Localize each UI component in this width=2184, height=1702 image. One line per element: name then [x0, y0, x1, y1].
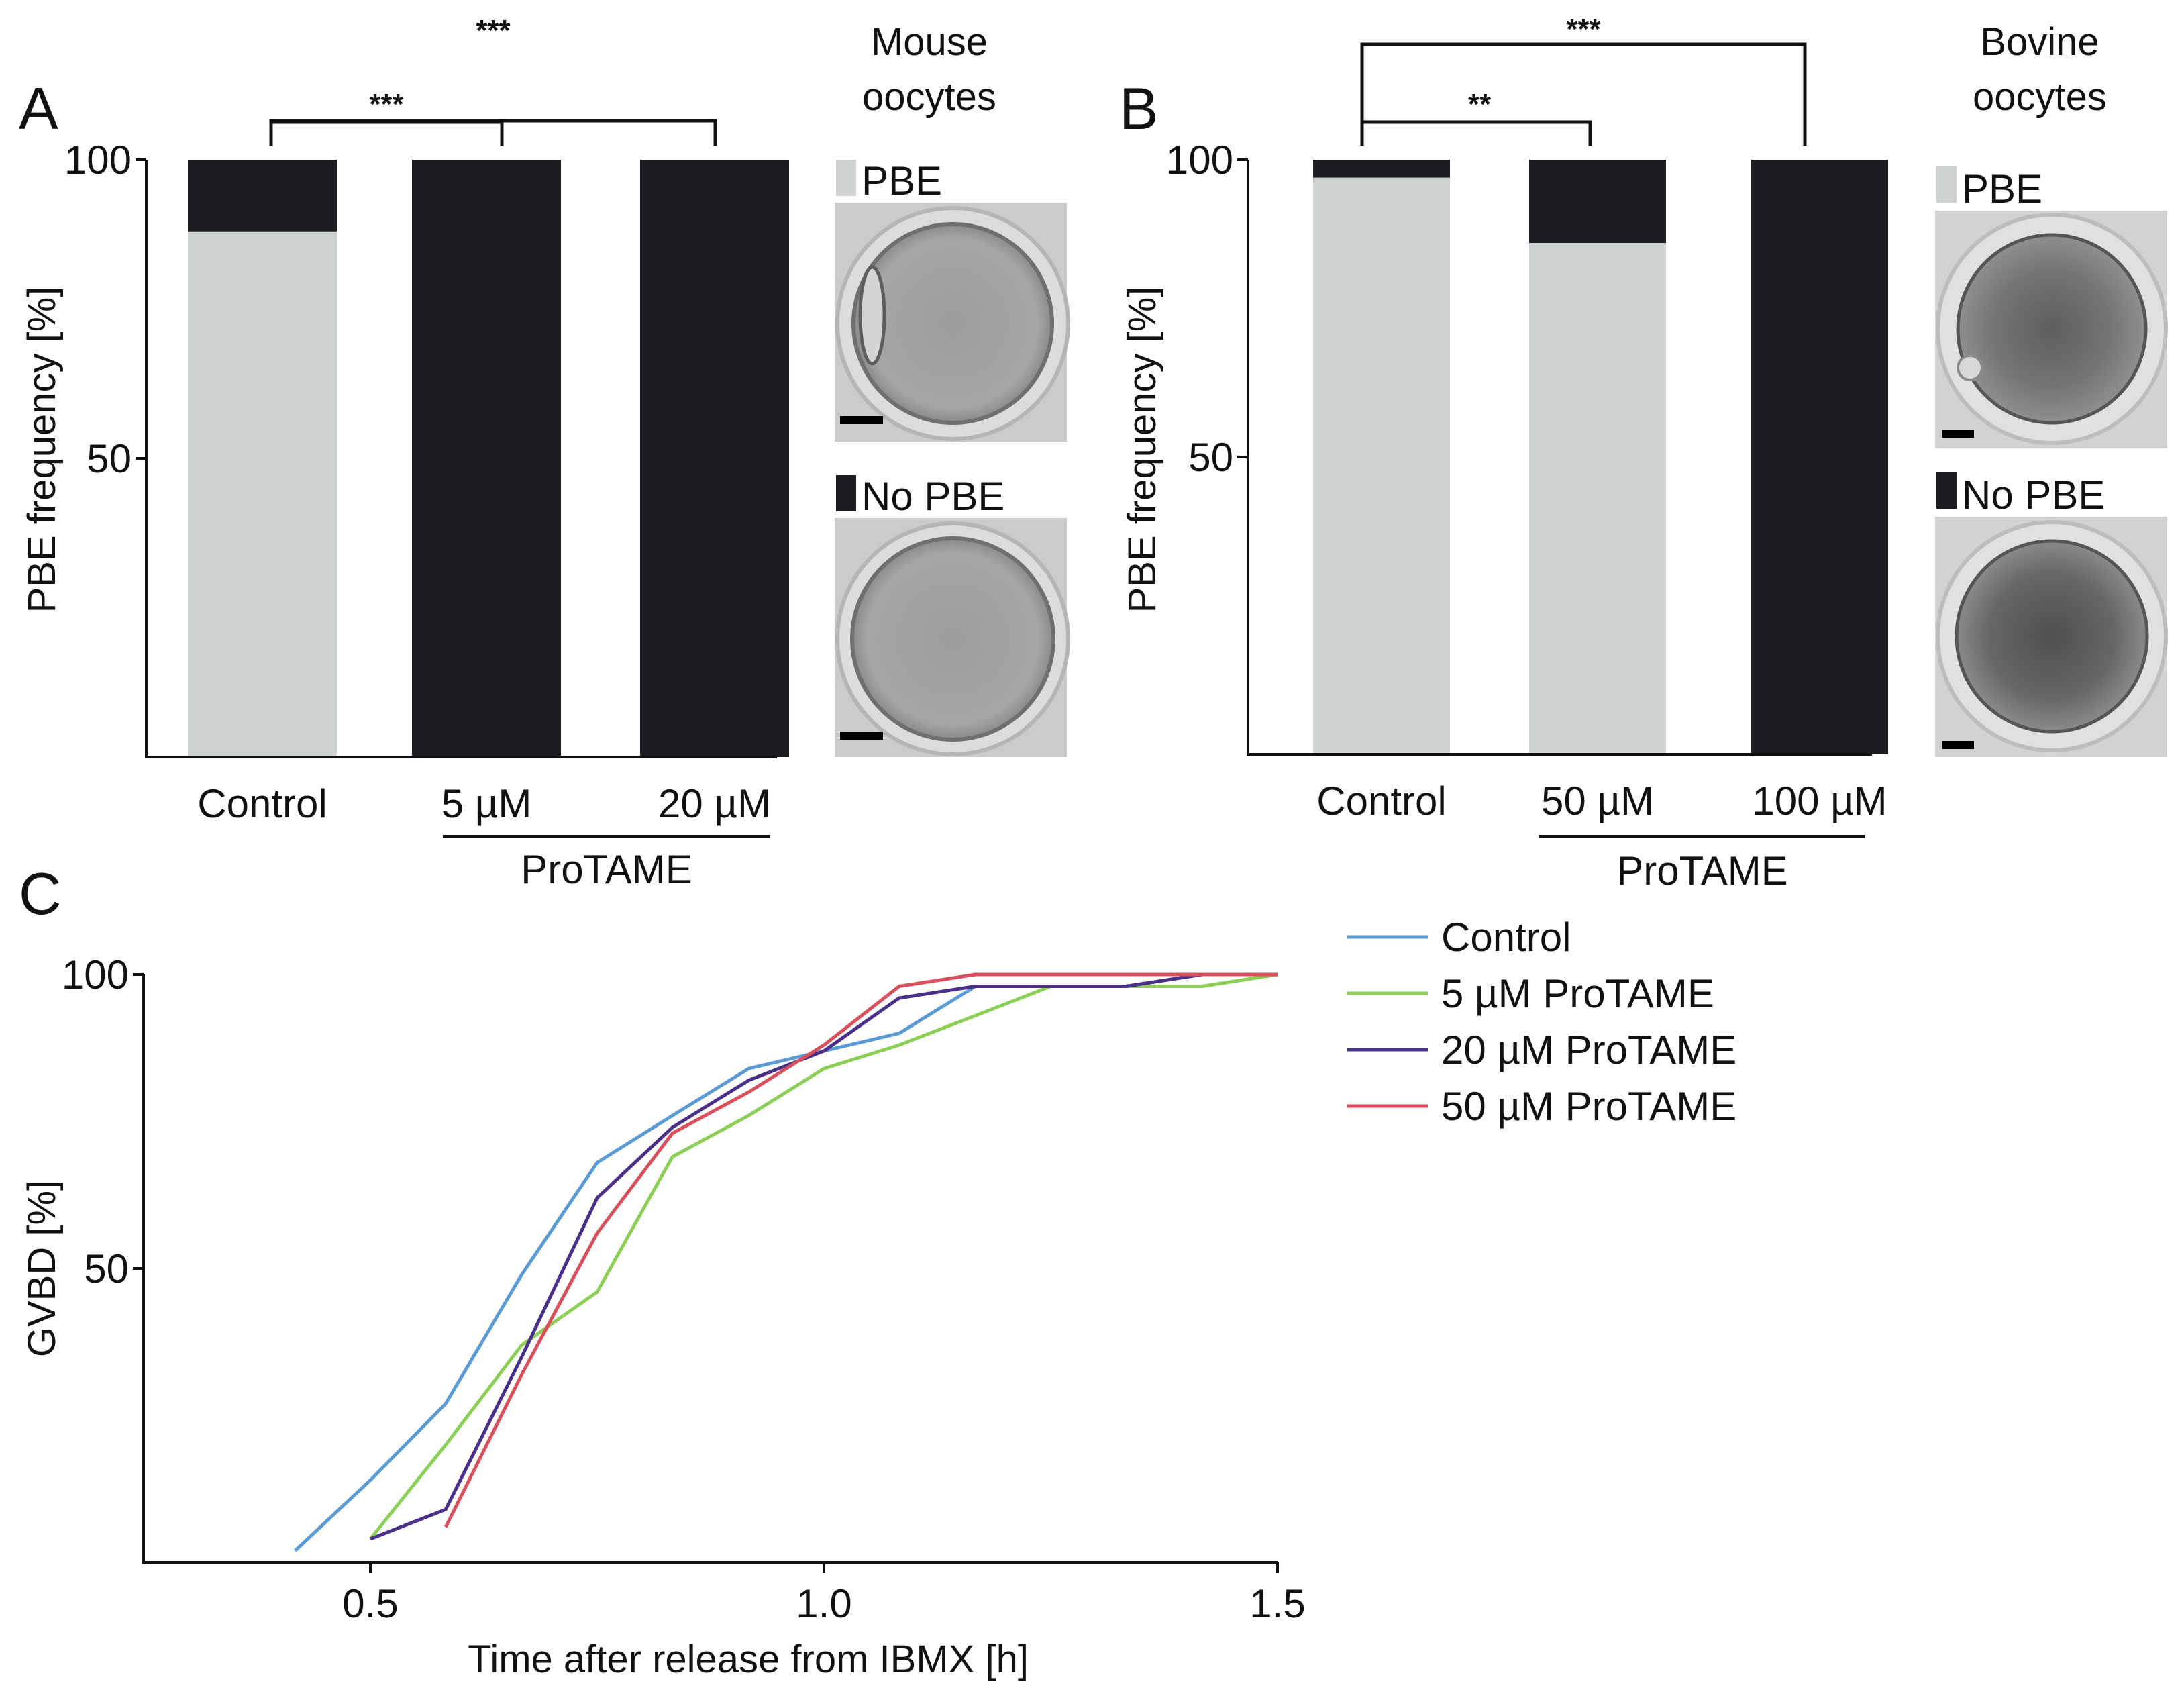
panel-a-bracket-inner: [269, 120, 504, 146]
bar-a-2-no-pbe: [640, 160, 789, 757]
y-tick-label-a-100: 100: [64, 138, 132, 183]
panel-a-legend-pbe-swatch: [836, 160, 856, 196]
y-tick-label-a-50: 50: [87, 436, 132, 481]
bar-b-1-pbe: [1529, 243, 1666, 754]
x-tick-label-b-1: 50 µM: [1541, 779, 1654, 823]
y-tick-label-b-50: 50: [1188, 435, 1233, 480]
panel-a-legend-nopbe-swatch: [836, 475, 856, 511]
series-line-2: [370, 972, 1278, 1541]
panel-a-bracket-outer: [269, 119, 717, 146]
bar-a-1-no-pbe: [412, 160, 561, 757]
panel-c-ylabel: GVBD [%]: [20, 1180, 64, 1357]
panel-a-sig-inner: ***: [369, 88, 404, 121]
bar-a-0-pbe: [188, 231, 337, 757]
panel-a-legend-pbe: PBE: [862, 158, 942, 203]
panel-a-ylabel: PBE frequency [%]: [20, 287, 64, 613]
panel-b-species-line2: oocytes: [1973, 75, 2107, 119]
scale-bar: [840, 732, 883, 740]
x-tick-label-a-1: 5 µM: [441, 781, 532, 826]
panel-b-bracket-inner: [1360, 120, 1592, 146]
panel-letter-c: C: [19, 860, 62, 927]
panel-b-legend-pbe: PBE: [1962, 166, 2042, 211]
legend-label-0: Control: [1441, 915, 1571, 960]
x-tick-label-c-1.0: 1.0: [796, 1581, 851, 1626]
panel-b-legend-pbe-swatch: [1936, 166, 1957, 203]
panel-b-ylabel: PBE frequency [%]: [1121, 287, 1164, 613]
panel-b-micrograph-pbe: [1935, 211, 2168, 448]
panel-b-bracket-outer: [1360, 42, 1807, 146]
bar-a-0-no-pbe: [188, 160, 337, 232]
x-tick-label-c-0.5: 0.5: [342, 1581, 398, 1626]
panel-b-sig-outer: ***: [1566, 13, 1601, 46]
panel-b-legend-nopbe-swatch: [1936, 472, 1957, 509]
scale-bar: [1942, 430, 1974, 438]
bar-b-0-pbe: [1313, 177, 1450, 755]
scale-bar: [1942, 741, 1974, 749]
x-tick-label-b-0: Control: [1316, 779, 1446, 823]
panel-letter-b: B: [1119, 75, 1159, 142]
axis-lines-a: [145, 160, 777, 758]
x-tick-label-c-1.5: 1.5: [1249, 1581, 1305, 1626]
x-tick-label-b-2: 100 µM: [1752, 779, 1887, 823]
panel-b-group-label: ProTAME: [1616, 848, 1788, 893]
x-tick-label-a-0: Control: [197, 781, 327, 826]
scale-bar: [840, 416, 883, 424]
series-line-0: [294, 972, 1278, 1552]
panel-b-micrograph-nopbe: [1935, 517, 2168, 757]
panel-c: C GVBD [%] Time after release from IBMX …: [19, 860, 1736, 1681]
panel-a: A PBE frequency [%] Control 5 µM 20 µM 50 10…: [19, 14, 1070, 892]
panel-a-species-line2: oocytes: [862, 75, 996, 119]
series-line-3: [444, 972, 1278, 1528]
panel-a-sig-outer: ***: [476, 14, 511, 47]
panel-a-significance: *** ***: [269, 14, 717, 146]
panel-c-axes: 50 100 0.5 1.0 1.5: [62, 952, 1306, 1626]
panel-b-axes: Control 50 µM 100 µM 50 100: [1166, 138, 1887, 823]
panel-b-species-line1: Bovine: [1980, 20, 2099, 64]
panel-a-bars: [188, 160, 789, 757]
panel-a-legend-nopbe: No PBE: [862, 474, 1004, 519]
x-tick-label-a-2: 20 µM: [658, 781, 771, 826]
panel-b-significance: *** **: [1360, 13, 1807, 146]
panel-a-micrograph-nopbe: [835, 518, 1070, 757]
bar-b-2-no-pbe: [1751, 160, 1888, 754]
legend-label-3: 50 µM ProTAME: [1441, 1084, 1736, 1129]
y-tick-label-b-100: 100: [1166, 138, 1233, 183]
bar-b-1-no-pbe: [1529, 160, 1666, 244]
panel-a-group-label: ProTAME: [521, 847, 692, 892]
axis-lines-b: [1247, 160, 1872, 756]
legend-label-2: 20 µM ProTAME: [1441, 1028, 1736, 1072]
y-tick-label-c-50: 50: [84, 1246, 129, 1291]
panel-a-micrograph-pbe: [835, 203, 1070, 442]
panel-a-species-line1: Mouse: [871, 20, 988, 64]
bar-b-0-no-pbe: [1313, 160, 1450, 178]
y-tick-label-c-100: 100: [62, 952, 129, 997]
panel-c-lines: [294, 972, 1278, 1552]
panel-c-xlabel: Time after release from IBMX [h]: [468, 1638, 1029, 1681]
series-line-1: [369, 972, 1278, 1540]
panel-letter-a: A: [19, 75, 58, 142]
panel-b-bars: [1313, 160, 1888, 755]
axis-lines-c: [142, 974, 1278, 1564]
panel-b: B PBE frequency [%] Control 50 µM 100 µM 50…: [1119, 13, 2168, 893]
panel-b-legend-nopbe: No PBE: [1962, 472, 2105, 517]
panel-a-axes: Control 5 µM 20 µM 50 100: [64, 138, 777, 826]
panel-b-sig-inner: **: [1468, 88, 1492, 121]
legend-label-1: 5 µM ProTAME: [1441, 971, 1714, 1016]
panel-c-legend: Control 5 µM ProTAME 20 µM ProTAME 50 µM Pr…: [1347, 915, 1736, 1129]
